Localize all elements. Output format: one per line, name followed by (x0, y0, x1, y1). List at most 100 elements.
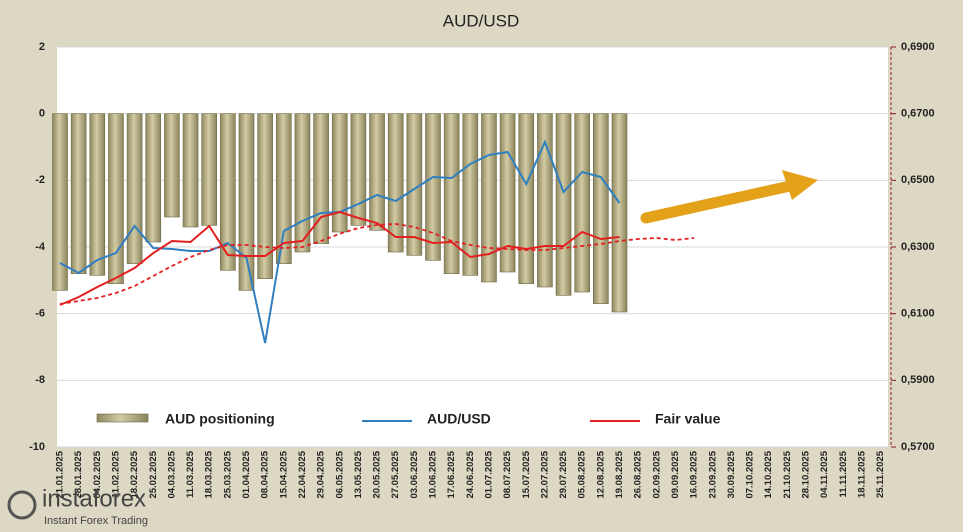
x-tick-label: 08.04.2025 (260, 450, 271, 498)
x-tick-label: 26.08.2025 (633, 450, 644, 498)
bar (331, 113, 348, 233)
x-tick-label: 10.06.2025 (428, 450, 439, 498)
bar (481, 113, 497, 283)
legend-label: AUD/USD (427, 411, 491, 427)
bar (611, 113, 628, 313)
bar (201, 113, 217, 226)
y2-tick-label: 0,5700 (901, 441, 935, 453)
y2-tick-label: 0,6300 (901, 241, 935, 253)
bar (294, 113, 311, 253)
x-tick-label: 11.02.2025 (110, 450, 121, 498)
bar (126, 113, 143, 264)
x-tick-label: 14.10.2025 (763, 450, 774, 498)
bar (462, 113, 479, 276)
watermark: instaforex Instant Forex Trading (7, 485, 148, 527)
brand-name: instaforex (42, 485, 146, 512)
y-tick-label: -10 (29, 441, 45, 453)
x-tick-label: 22.04.2025 (297, 450, 308, 498)
x-tick-label: 22.07.2025 (539, 450, 550, 498)
bar (257, 113, 273, 279)
x-tick-label: 04.02.2025 (92, 450, 103, 498)
legend-label: AUD positioning (165, 411, 275, 427)
x-tick-label: 25.11.2025 (875, 450, 886, 498)
x-tick-label: 18.03.2025 (204, 450, 215, 498)
x-tick-label: 04.03.2025 (166, 450, 177, 498)
bar (238, 113, 255, 291)
x-tick-label: 06.05.2025 (334, 450, 345, 498)
x-tick-label: 21.10.2025 (782, 450, 793, 498)
bar (443, 113, 460, 274)
x-tick-label: 12.08.2025 (595, 450, 606, 498)
y-tick-label: -6 (35, 308, 45, 320)
x-tick-label: 15.07.2025 (521, 450, 532, 498)
trend-arrow (640, 170, 818, 224)
bar (313, 113, 329, 244)
bar (275, 113, 292, 264)
bar (518, 113, 535, 284)
x-tick-label: 15.04.2025 (278, 450, 289, 498)
bar (182, 113, 199, 228)
x-tick-label: 23.09.2025 (707, 450, 718, 498)
x-tick-label: 18.02.2025 (129, 450, 140, 498)
bar (593, 113, 609, 304)
y2-tick-label: 0,6700 (901, 108, 935, 120)
x-tick-label: 11.03.2025 (185, 450, 196, 498)
y-tick-label: 2 (39, 41, 45, 53)
x-tick-label: 13.05.2025 (353, 450, 364, 498)
x-tick-label: 07.10.2025 (745, 450, 756, 498)
x-tick-label: 05.08.2025 (577, 450, 588, 498)
legend-label: Fair value (655, 411, 721, 427)
chart-title: AUD/USD (443, 11, 520, 30)
x-tick-label: 17.06.2025 (446, 450, 457, 498)
bar (164, 113, 180, 218)
x-tick-label: 28.10.2025 (801, 450, 812, 498)
line-series (59, 210, 620, 306)
y2-tick-label: 0,6900 (901, 41, 935, 53)
x-tick-label: 28.01.2025 (73, 450, 84, 498)
x-tick-label: 11.11.2025 (838, 450, 849, 497)
x-tick-label: 09.09.2025 (670, 450, 681, 498)
x-tick-label: 01.07.2025 (483, 450, 494, 498)
bar (387, 113, 404, 253)
bar (350, 113, 367, 226)
x-tick-label: 29.04.2025 (316, 450, 327, 498)
bar (70, 113, 87, 274)
x-tick-label: 01.04.2025 (241, 450, 252, 498)
bar (537, 113, 553, 288)
x-tick-label: 02.09.2025 (651, 450, 662, 498)
x-tick-label: 19.08.2025 (614, 450, 625, 498)
bar (52, 113, 68, 291)
x-tick-label: 30.09.2025 (726, 450, 737, 498)
brand-tagline: Instant Forex Trading (44, 515, 148, 527)
x-tick-label: 21.01.2025 (55, 450, 66, 498)
y-tick-label: -4 (35, 241, 46, 253)
x-tick-label: 04.11.2025 (819, 450, 830, 498)
x-tick-label: 03.06.2025 (409, 450, 420, 498)
bar (145, 113, 162, 243)
legend-swatch (96, 413, 149, 423)
x-tick-label: 25.02.2025 (148, 450, 159, 498)
x-tick-label: 18.11.2025 (856, 450, 867, 498)
bar (574, 113, 591, 293)
y2-tick-label: 0,5900 (901, 374, 935, 386)
x-tick-label: 24.06.2025 (465, 450, 476, 498)
x-tick-label: 16.09.2025 (689, 450, 700, 498)
y2-tick-label: 0,6100 (901, 308, 935, 320)
bar (108, 113, 124, 284)
x-tick-label: 29.07.2025 (558, 450, 569, 498)
x-tick-label: 20.05.2025 (372, 450, 383, 498)
line-series (59, 223, 695, 305)
bar (369, 113, 385, 231)
x-tick-label: 08.07.2025 (502, 450, 513, 498)
y2-tick-label: 0,6500 (901, 174, 935, 186)
x-tick-label: 27.05.2025 (390, 450, 401, 498)
x-tick-label: 25.03.2025 (222, 450, 233, 498)
y-tick-label: -8 (35, 374, 45, 386)
bar (89, 113, 106, 276)
y-tick-label: 0 (39, 108, 45, 120)
bar (425, 113, 441, 261)
bar (220, 113, 236, 271)
bar (555, 113, 572, 296)
